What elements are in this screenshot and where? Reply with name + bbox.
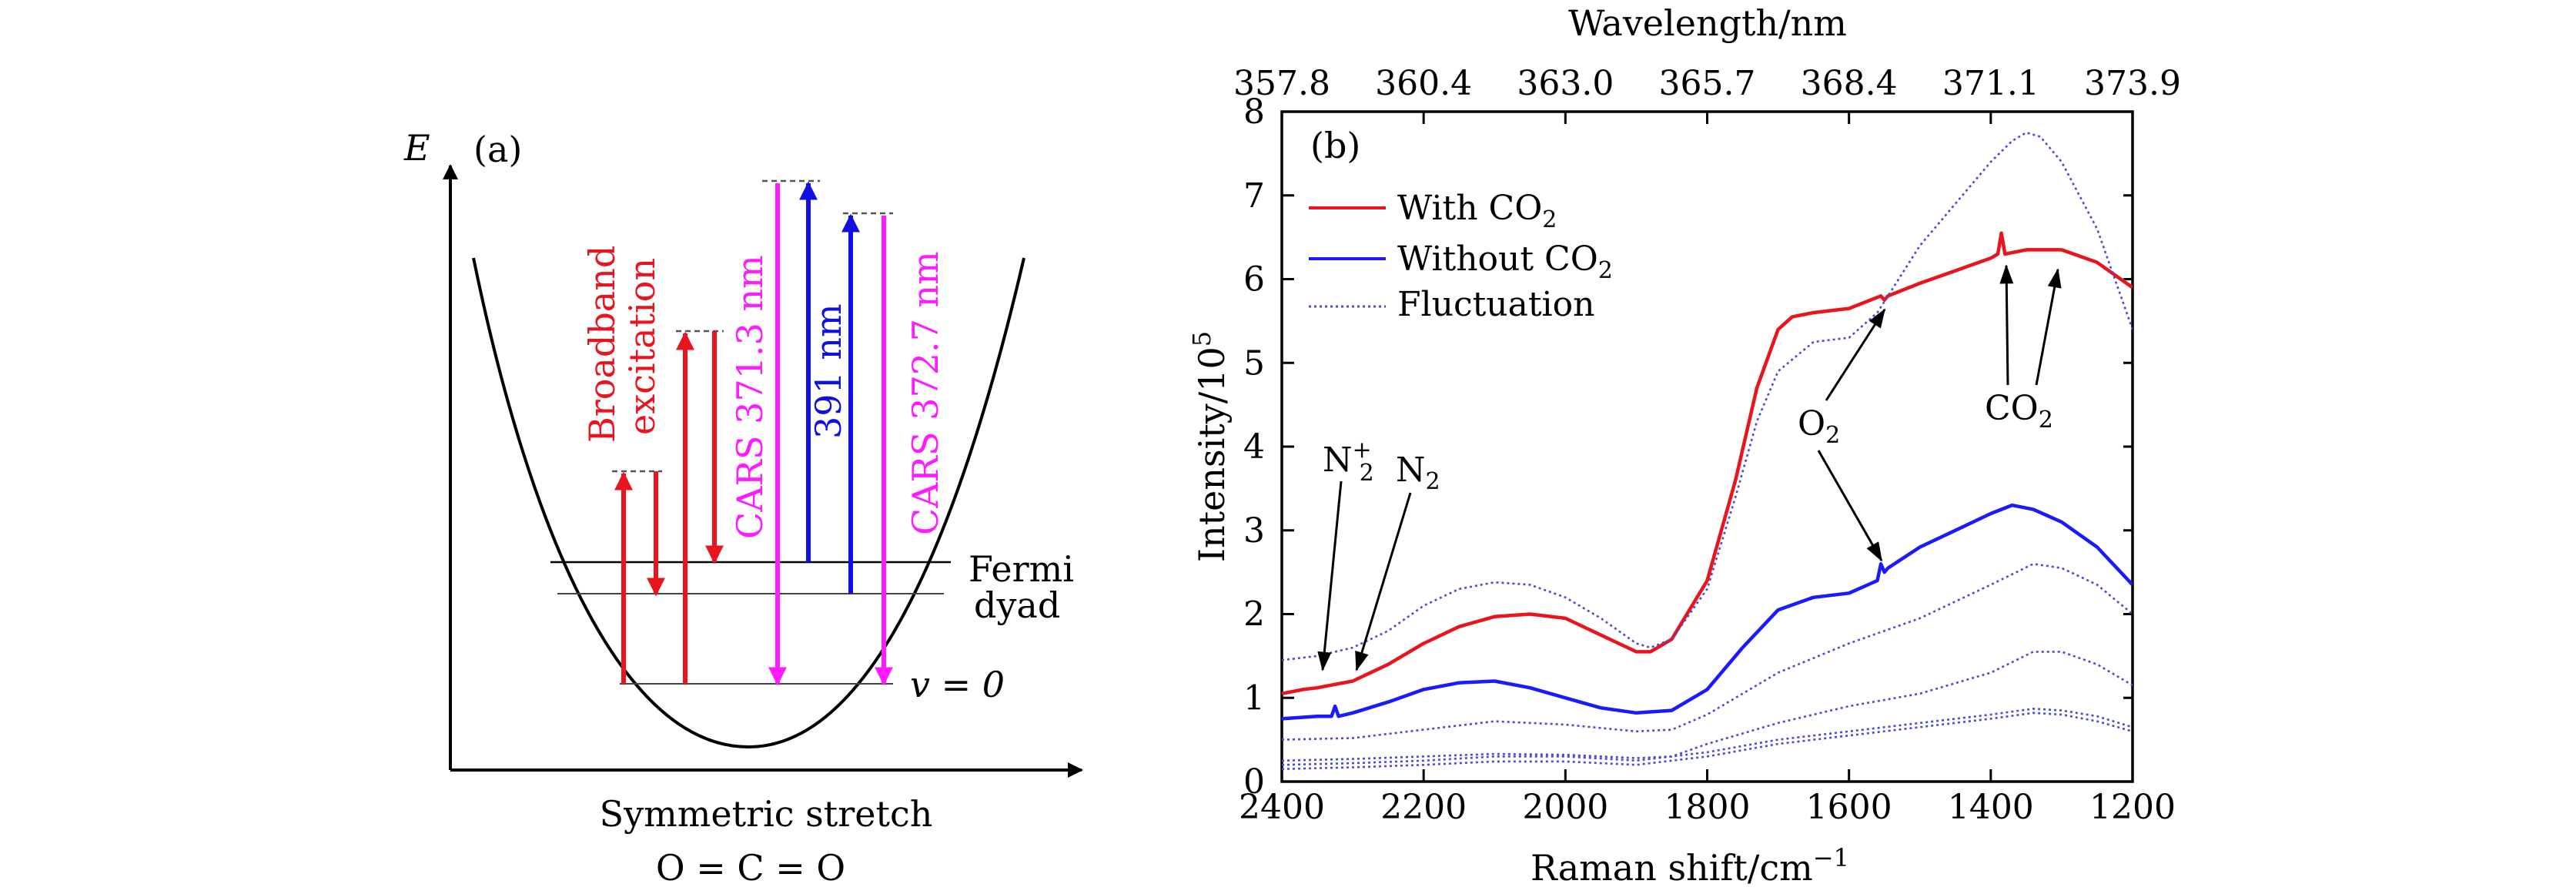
fermi-label-line1: Fermi (969, 548, 1074, 590)
annotation-co2: CO2 (1985, 389, 2053, 434)
series-line-fluctuation-2 (1282, 131, 2133, 661)
annotation-o2: O2 (1798, 404, 1840, 449)
y-tick-label: 8 (1243, 92, 1265, 132)
y-tick-label: 5 (1243, 343, 1265, 383)
y-ticks: 0 1 2 3 4 5 6 7 8 (1243, 92, 2133, 802)
top-tick-label: 357.8 (1233, 64, 1330, 103)
annotation-n2: N2 (1396, 450, 1440, 495)
top-tick-label: 368.4 (1801, 64, 1898, 103)
annotation-n2-plus: N+ 2 (1323, 437, 1374, 487)
panel-a: E (a) Broadband excitation CARS 371.3 nm (403, 127, 1083, 889)
energy-axis-label: E (403, 127, 430, 169)
y-tick-label: 7 (1243, 176, 1265, 216)
x-tick-label: 1400 (1948, 788, 2034, 827)
stretch-axis-label: Symmetric stretch (600, 793, 933, 835)
legend-label-without-co2: Without CO2 (1397, 239, 1613, 284)
legend: With CO2 Without CO2 Fluctuation (1309, 189, 1613, 324)
series-line-fluctuation-4 (1282, 651, 2133, 762)
top-tick-label: 373.9 (2084, 64, 2181, 103)
arrow-o2-lower (1817, 450, 1883, 562)
series-line-without-co2-1 (1282, 503, 2133, 721)
top-tick-label: 371.1 (1942, 64, 2039, 103)
y-tick-label: 2 (1243, 595, 1265, 635)
series-line-fluctuation-3 (1282, 563, 2133, 741)
x-tick-label: 1600 (1806, 788, 1892, 827)
cars-371-label: CARS 371.3 nm (729, 255, 771, 539)
x-tick-label: 2400 (1239, 788, 1325, 827)
arrow-n2 (1355, 492, 1412, 671)
panel-b: 2400 2200 2000 1800 1600 1400 1200 0 1 2 3 4 5 6 7 8 3… (1187, 2, 2181, 889)
potential-well-curve (472, 257, 1025, 749)
broadband-label-line1: Broadband (581, 246, 623, 443)
x-ticks: 2400 2200 2000 1800 1600 1400 1200 (1239, 769, 2176, 827)
x-tick-label: 2200 (1380, 788, 1467, 827)
y-axis-title: Intensity/105 (1187, 331, 1233, 562)
top-tick-label: 363.0 (1517, 64, 1614, 103)
series-layer (1282, 131, 2133, 770)
arrow-co2-left (1999, 264, 2014, 386)
cars-372-label: CARS 372.7 nm (905, 251, 946, 535)
y-tick-label: 1 (1243, 678, 1265, 718)
molecule-label: O = C = O (656, 847, 845, 889)
top-tick-label: 365.7 (1659, 64, 1756, 103)
top-axis-title: Wavelength/nm (1568, 2, 1847, 44)
legend-label-with-co2: With CO2 (1397, 189, 1557, 233)
arrow-co2-right (2035, 268, 2062, 386)
panel-a-label: (a) (473, 129, 522, 170)
annotations: N+ 2 N2 O2 CO2 (1317, 264, 2062, 671)
y-tick-label: 6 (1243, 260, 1265, 300)
ground-level-label: v = 0 (910, 664, 1005, 705)
series-line-with-co2-0 (1282, 231, 2133, 696)
x-tick-label: 2000 (1522, 788, 1608, 827)
pump-391-label: 391 nm (808, 303, 849, 439)
top-ticks: 357.8 360.4 363.0 365.7 368.4 371.1 373.9 (1233, 64, 2181, 124)
legend-label-fluctuation: Fluctuation (1397, 285, 1594, 324)
arrow-n2-plus (1317, 480, 1343, 671)
broadband-label-line2: excitation (621, 258, 663, 435)
x-tick-label: 1800 (1664, 788, 1751, 827)
arrow-o2-upper (1825, 308, 1886, 401)
fermi-label-line2: dyad (974, 584, 1060, 626)
y-tick-label: 4 (1243, 427, 1265, 467)
x-tick-label: 1200 (2089, 788, 2176, 827)
series-line-fluctuation-6 (1282, 712, 2133, 770)
y-tick-label: 0 (1243, 762, 1265, 802)
x-axis-title: Raman shift/cm−1 (1531, 843, 1849, 889)
top-tick-label: 360.4 (1375, 64, 1472, 103)
panel-b-label: (b) (1310, 125, 1360, 166)
y-tick-label: 3 (1243, 511, 1265, 551)
